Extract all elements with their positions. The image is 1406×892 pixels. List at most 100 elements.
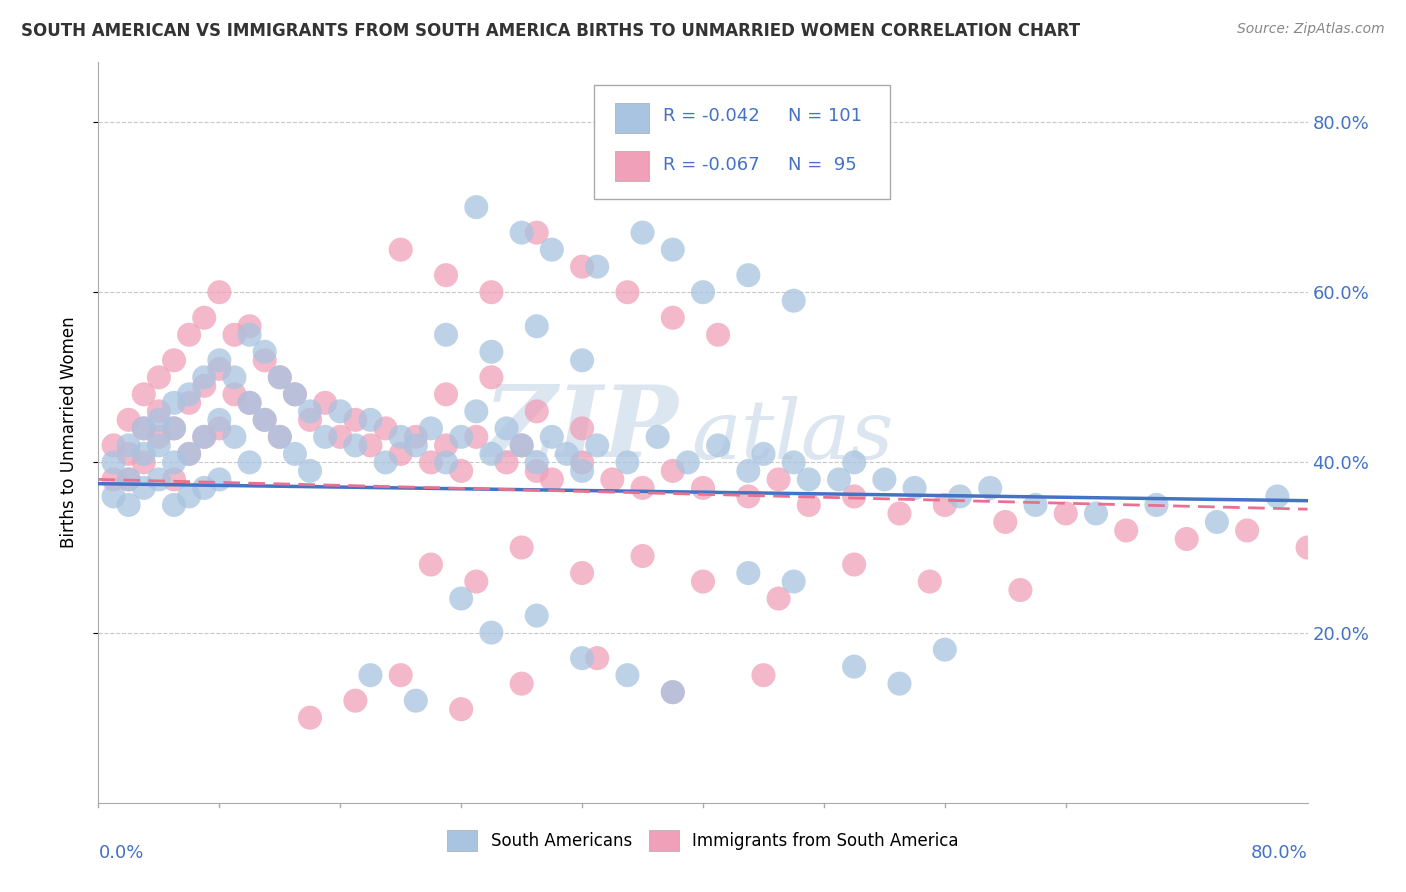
Point [526, 464, 548, 478]
Point [118, 472, 141, 486]
Point [224, 370, 246, 384]
Point [828, 472, 851, 486]
Point [434, 327, 457, 342]
Point [571, 455, 593, 469]
Point [163, 396, 186, 410]
Point [737, 464, 759, 478]
Point [979, 481, 1001, 495]
Point [1024, 498, 1046, 512]
Point [132, 421, 155, 435]
Point [1085, 507, 1108, 521]
FancyBboxPatch shape [595, 85, 890, 200]
Text: R = -0.042: R = -0.042 [664, 108, 759, 126]
Point [132, 447, 155, 461]
Point [783, 574, 806, 589]
Point [526, 608, 548, 623]
Point [148, 404, 170, 418]
Text: atlas: atlas [690, 396, 893, 476]
Point [797, 498, 820, 512]
Point [253, 344, 276, 359]
Point [299, 464, 322, 478]
Point [253, 413, 276, 427]
Point [344, 694, 367, 708]
Point [329, 430, 352, 444]
Point [844, 659, 866, 673]
Point [737, 490, 759, 504]
Point [132, 387, 155, 401]
Point [374, 421, 396, 435]
Point [208, 353, 231, 368]
Point [994, 515, 1017, 529]
Point [269, 370, 291, 384]
Point [661, 310, 683, 325]
Point [284, 387, 307, 401]
Text: R = -0.067: R = -0.067 [664, 155, 759, 174]
Point [540, 430, 562, 444]
Point [360, 413, 382, 427]
Point [586, 260, 609, 274]
Text: Source: ZipAtlas.com: Source: ZipAtlas.com [1237, 22, 1385, 37]
Point [389, 430, 412, 444]
Point [783, 293, 806, 308]
Point [103, 455, 125, 469]
Point [481, 344, 503, 359]
Point [405, 430, 427, 444]
Point [631, 549, 654, 563]
Point [148, 413, 170, 427]
Point [918, 574, 941, 589]
Point [118, 413, 141, 427]
Point [420, 421, 443, 435]
Point [208, 361, 231, 376]
Point [692, 481, 714, 495]
Point [193, 481, 215, 495]
Point [239, 455, 262, 469]
Point [118, 472, 141, 486]
Point [118, 438, 141, 452]
Point [269, 430, 291, 444]
Point [253, 353, 276, 368]
Point [239, 396, 262, 410]
Point [465, 574, 488, 589]
Point [420, 558, 443, 572]
Point [299, 711, 322, 725]
Point [526, 404, 548, 418]
Point [540, 472, 562, 486]
Point [586, 651, 609, 665]
Legend: South Americans, Immigrants from South America: South Americans, Immigrants from South A… [441, 823, 965, 857]
Point [193, 430, 215, 444]
Point [148, 438, 170, 452]
Text: N =  95: N = 95 [787, 155, 856, 174]
Point [389, 447, 412, 461]
Point [208, 413, 231, 427]
Point [510, 438, 533, 452]
Point [269, 370, 291, 384]
Text: N = 101: N = 101 [787, 108, 862, 126]
Point [949, 490, 972, 504]
Point [571, 421, 593, 435]
Point [768, 472, 790, 486]
Point [434, 268, 457, 283]
Point [495, 455, 517, 469]
Point [526, 319, 548, 334]
Point [934, 642, 956, 657]
Point [269, 430, 291, 444]
Point [481, 370, 503, 384]
Point [1175, 532, 1198, 546]
Point [631, 481, 654, 495]
Point [329, 404, 352, 418]
Point [179, 396, 201, 410]
Point [752, 668, 775, 682]
Point [692, 285, 714, 300]
Point [118, 447, 141, 461]
Point [661, 243, 683, 257]
Point [661, 685, 683, 699]
Point [163, 421, 186, 435]
Point [1206, 515, 1229, 529]
Point [179, 447, 201, 461]
Point [434, 387, 457, 401]
Point [540, 243, 562, 257]
Text: 80.0%: 80.0% [1251, 844, 1308, 862]
Point [208, 285, 231, 300]
Point [253, 413, 276, 427]
Point [132, 455, 155, 469]
